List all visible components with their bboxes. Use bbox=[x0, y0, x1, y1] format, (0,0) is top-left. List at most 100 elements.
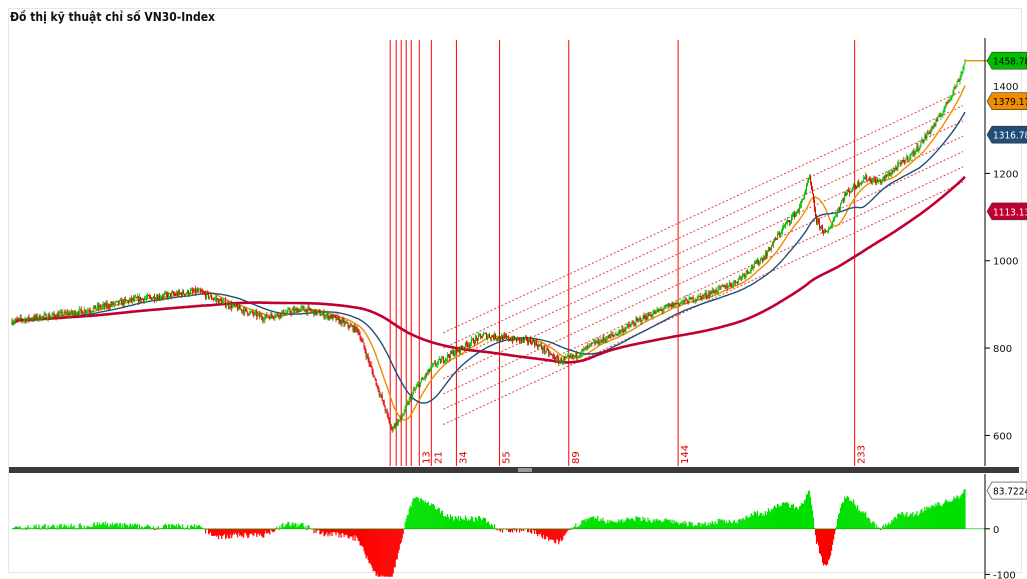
candle-body bbox=[588, 345, 590, 347]
oscillator-bar bbox=[42, 526, 44, 529]
candle-body bbox=[667, 305, 669, 307]
candle-body bbox=[783, 225, 785, 227]
candle-body bbox=[862, 180, 864, 182]
oscillator-bar bbox=[135, 525, 137, 529]
oscillator-bar bbox=[223, 528, 225, 536]
oscillator-bar bbox=[606, 522, 608, 529]
candle-body bbox=[766, 251, 768, 257]
oscillator-bar bbox=[825, 528, 828, 566]
candle-body bbox=[315, 309, 317, 315]
candle-body bbox=[634, 324, 636, 326]
candle-body bbox=[96, 305, 98, 309]
oscillator-bar bbox=[501, 528, 504, 533]
candle-body bbox=[36, 315, 38, 320]
candle-body bbox=[464, 342, 466, 348]
candle-body bbox=[834, 216, 836, 219]
oscillator-bar bbox=[66, 527, 68, 529]
oscillator-bar bbox=[891, 520, 893, 529]
oscillator-bar bbox=[806, 494, 809, 529]
candle-body bbox=[779, 232, 781, 236]
oscillator-bar bbox=[435, 510, 437, 529]
oscillator-bar bbox=[418, 502, 420, 529]
oscillator-bar bbox=[912, 512, 914, 529]
oscillator-bar bbox=[789, 508, 792, 529]
candle-body bbox=[274, 316, 276, 318]
candle-body bbox=[40, 319, 42, 321]
candle-body bbox=[919, 145, 921, 149]
oscillator-bar bbox=[18, 526, 20, 529]
candle-body bbox=[465, 342, 467, 345]
candle-body bbox=[803, 193, 805, 199]
oscillator-bar bbox=[555, 528, 557, 544]
candle-body bbox=[271, 313, 273, 316]
oscillator-bar bbox=[632, 518, 634, 529]
candle-body bbox=[419, 382, 421, 387]
oscillator-bar bbox=[669, 519, 671, 529]
oscillator-bar bbox=[929, 508, 931, 529]
candle-body bbox=[795, 211, 797, 214]
price-tick-label: 800 bbox=[993, 344, 1012, 355]
candle-body bbox=[950, 97, 952, 99]
candle-body bbox=[542, 348, 544, 351]
oscillator-bar bbox=[865, 511, 867, 529]
candle-body bbox=[166, 294, 168, 298]
oscillator-bar bbox=[261, 528, 263, 537]
candle-body bbox=[962, 68, 964, 72]
oscillator-bar bbox=[401, 528, 403, 539]
candle-body bbox=[749, 270, 751, 273]
candle-body bbox=[662, 310, 664, 312]
candle-body bbox=[552, 354, 554, 356]
oscillator-bar bbox=[828, 528, 831, 559]
candle-body bbox=[681, 301, 683, 303]
candle-body bbox=[162, 294, 164, 298]
oscillator-bar bbox=[17, 527, 19, 529]
panel-divider bbox=[9, 467, 1019, 473]
candle-body bbox=[646, 318, 648, 320]
oscillator-bar bbox=[712, 522, 714, 529]
candle-body bbox=[959, 77, 961, 82]
oscillator-bar bbox=[490, 523, 493, 529]
oscillator-bar bbox=[740, 520, 742, 529]
candle-body bbox=[431, 365, 433, 367]
candle-body bbox=[332, 314, 334, 320]
oscillator-bar bbox=[792, 503, 795, 529]
candle-body bbox=[605, 339, 607, 341]
candle-body bbox=[829, 228, 831, 230]
oscillator-bar bbox=[428, 505, 430, 529]
candle-body bbox=[675, 303, 677, 306]
candle-body bbox=[672, 303, 674, 307]
oscillator-bar bbox=[764, 510, 766, 529]
candle-body bbox=[929, 131, 931, 133]
oscillator-bar bbox=[41, 526, 43, 529]
candle-body bbox=[551, 353, 553, 355]
candle-body bbox=[925, 135, 927, 139]
candle-body bbox=[202, 291, 204, 293]
oscillator-bar bbox=[303, 526, 305, 529]
candle-body bbox=[28, 316, 30, 320]
oscillator-bar bbox=[787, 503, 790, 529]
oscillator-bar bbox=[814, 528, 817, 536]
candle-body bbox=[318, 311, 320, 313]
oscillator-bar bbox=[751, 515, 753, 529]
oscillator-bar bbox=[577, 526, 579, 529]
oscillator-bar bbox=[217, 528, 219, 536]
candle-body bbox=[351, 325, 353, 327]
oscillator-bar bbox=[886, 525, 888, 529]
candle-body bbox=[360, 339, 362, 341]
candle-body bbox=[342, 319, 344, 321]
candle-body bbox=[853, 184, 855, 190]
candle-body bbox=[349, 325, 351, 328]
candle-body bbox=[507, 336, 509, 338]
candle-body bbox=[801, 199, 803, 201]
candle-body bbox=[58, 313, 60, 318]
oscillator-bar bbox=[570, 528, 572, 530]
channel-line bbox=[443, 151, 964, 395]
candle-body bbox=[506, 336, 508, 338]
oscillator-bar bbox=[187, 528, 190, 530]
candle-body bbox=[279, 312, 281, 318]
candle-body bbox=[917, 146, 919, 151]
oscillator-bar bbox=[386, 528, 388, 577]
candle-body bbox=[895, 167, 897, 169]
candle-body bbox=[245, 308, 247, 310]
candle-body bbox=[770, 244, 772, 250]
